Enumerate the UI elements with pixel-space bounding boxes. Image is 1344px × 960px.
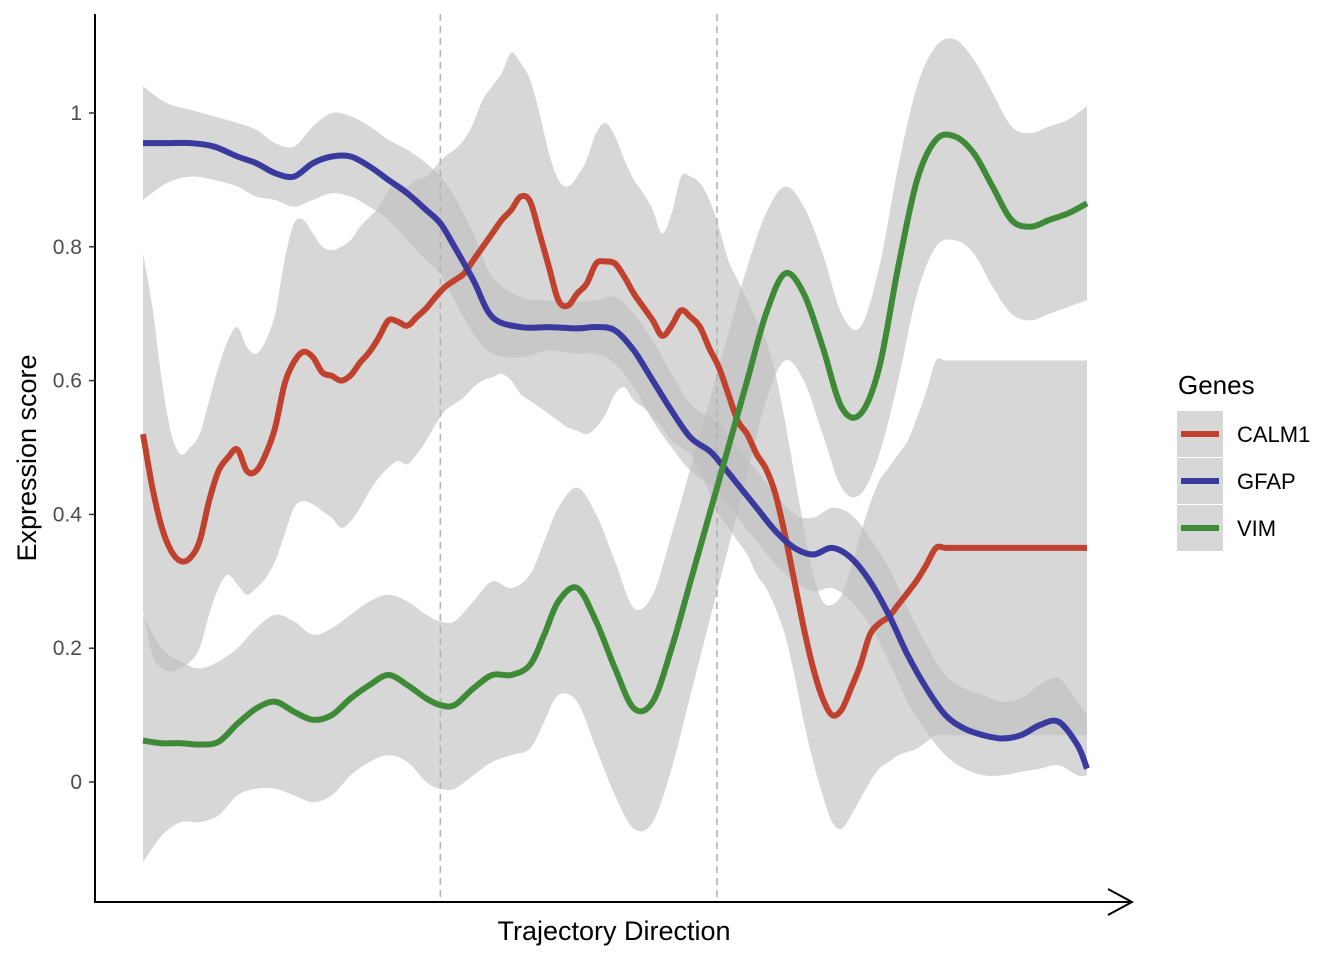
- x-axis-arrowhead: [1107, 888, 1135, 916]
- confidence-bands: [143, 38, 1087, 863]
- legend-items: CALM1 GFAP VIM: [1177, 411, 1310, 551]
- x-axis: [94, 888, 1135, 916]
- y-ticks: 0 0.2 0.4 0.6 0.8 1: [53, 102, 95, 794]
- legend: Genes CALM1 GFAP VIM: [1177, 370, 1310, 551]
- line-vim: [142, 131, 1089, 748]
- legend-title: Genes: [1178, 370, 1255, 400]
- line-gfap: [142, 139, 1090, 770]
- ytick-label: 1: [70, 102, 82, 125]
- y-axis-title: Expression score: [12, 354, 42, 561]
- series-lines: [140, 131, 1090, 770]
- ytick-label: 0: [70, 771, 82, 794]
- legend-label-gfap: GFAP: [1237, 469, 1296, 494]
- y-axis: 0 0.2 0.4 0.6 0.8 1: [53, 14, 96, 902]
- legend-label-vim: VIM: [1237, 516, 1276, 541]
- ytick-label: 0.4: [53, 503, 83, 526]
- band-vim: [143, 38, 1087, 863]
- line-calm1: [140, 192, 1087, 719]
- band-calm1: [143, 52, 1087, 830]
- x-axis-title: Trajectory Direction: [497, 916, 730, 946]
- ytick-label: 0.2: [53, 637, 82, 660]
- ytick-label: 0.6: [53, 370, 82, 393]
- ytick-label: 0.8: [53, 236, 82, 259]
- legend-label-calm1: CALM1: [1237, 422, 1310, 447]
